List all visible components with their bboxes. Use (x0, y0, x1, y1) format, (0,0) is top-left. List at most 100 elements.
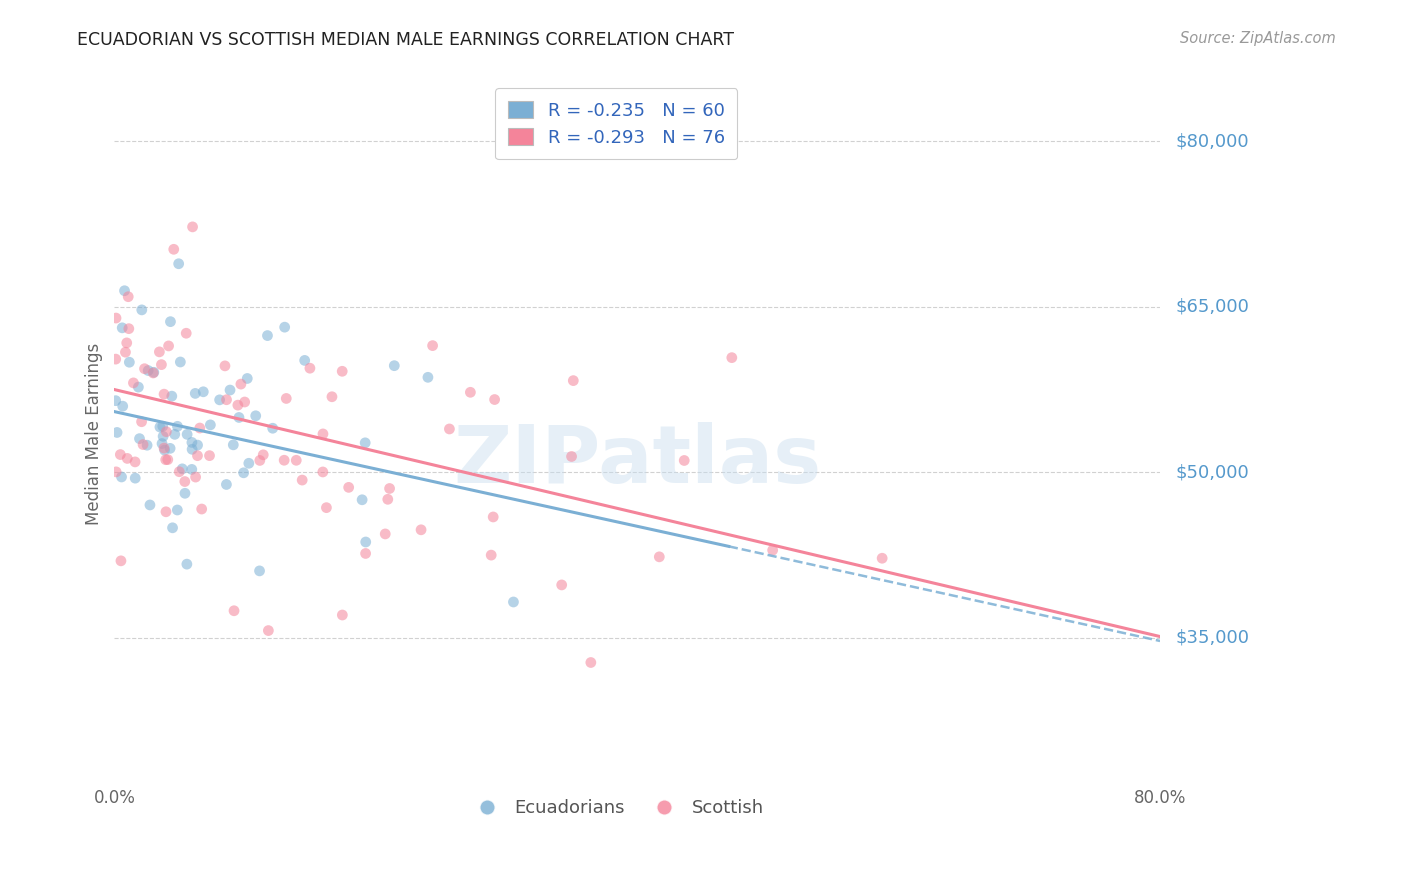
Point (249, 453, 271, 467)
Point (374, 527, 396, 541)
Point (229, 377, 252, 392)
Point (155, 505, 177, 519)
Text: $50,000: $50,000 (1175, 463, 1250, 482)
Point (550, 578, 572, 592)
Point (104, 393, 127, 408)
Point (184, 470, 207, 484)
Point (174, 326, 197, 341)
Point (249, 564, 271, 578)
Point (105, 311, 128, 326)
Point (153, 443, 176, 458)
Text: $65,000: $65,000 (1175, 298, 1250, 316)
Point (131, 415, 153, 429)
Point (114, 345, 136, 359)
Point (262, 421, 284, 435)
Point (321, 390, 343, 404)
Point (222, 604, 245, 618)
Point (155, 452, 177, 467)
Point (110, 448, 132, 462)
Point (257, 624, 280, 638)
Point (416, 370, 439, 384)
Point (502, 595, 524, 609)
Point (232, 466, 254, 480)
Point (156, 452, 179, 467)
Point (233, 395, 256, 409)
Point (409, 523, 432, 537)
Point (762, 543, 785, 558)
Point (648, 549, 671, 564)
Point (870, 551, 893, 566)
Point (354, 435, 377, 450)
Point (169, 465, 191, 479)
Point (181, 219, 204, 234)
Point (105, 425, 128, 440)
Point (118, 355, 141, 369)
Point (382, 359, 405, 373)
Point (115, 335, 138, 350)
Point (215, 477, 238, 491)
Point (163, 427, 186, 442)
Point (226, 398, 249, 412)
Point (273, 320, 295, 334)
Point (118, 321, 141, 335)
Point (131, 302, 153, 317)
Point (136, 438, 159, 452)
Point (579, 656, 602, 670)
Point (180, 462, 202, 476)
Point (214, 359, 236, 373)
Point (111, 321, 134, 335)
Point (159, 315, 181, 329)
Point (377, 492, 399, 507)
Point (562, 374, 585, 388)
Point (354, 546, 377, 560)
Point (117, 290, 139, 304)
Point (136, 363, 159, 377)
Point (378, 482, 401, 496)
Point (163, 242, 186, 256)
Point (150, 436, 173, 450)
Legend: Ecuadorians, Scottish: Ecuadorians, Scottish (461, 791, 770, 824)
Point (172, 462, 194, 476)
Point (720, 351, 742, 365)
Point (193, 384, 215, 399)
Point (142, 365, 165, 379)
Point (117, 451, 139, 466)
Point (153, 387, 176, 401)
Point (176, 427, 198, 442)
Point (104, 352, 127, 367)
Point (198, 449, 221, 463)
Point (159, 442, 181, 456)
Point (134, 361, 156, 376)
Point (152, 429, 174, 443)
Point (160, 389, 183, 403)
Point (176, 557, 198, 571)
Point (110, 554, 132, 568)
Point (422, 338, 444, 352)
Point (252, 448, 274, 462)
Point (479, 548, 502, 562)
Point (157, 339, 180, 353)
Point (122, 376, 145, 390)
Point (148, 344, 170, 359)
Point (352, 492, 374, 507)
Point (315, 500, 337, 515)
Point (132, 437, 155, 451)
Point (162, 521, 184, 535)
Point (276, 392, 298, 406)
Point (236, 371, 259, 385)
Point (208, 392, 231, 407)
Point (330, 607, 353, 622)
Point (460, 385, 482, 400)
Point (190, 502, 212, 516)
Point (285, 453, 308, 467)
Text: $35,000: $35,000 (1175, 629, 1250, 647)
Point (149, 420, 172, 434)
Point (167, 257, 190, 271)
Point (128, 432, 150, 446)
Point (228, 410, 250, 425)
Point (330, 364, 353, 378)
Point (105, 465, 128, 479)
Point (150, 358, 173, 372)
Point (482, 510, 505, 524)
Point (294, 353, 316, 368)
